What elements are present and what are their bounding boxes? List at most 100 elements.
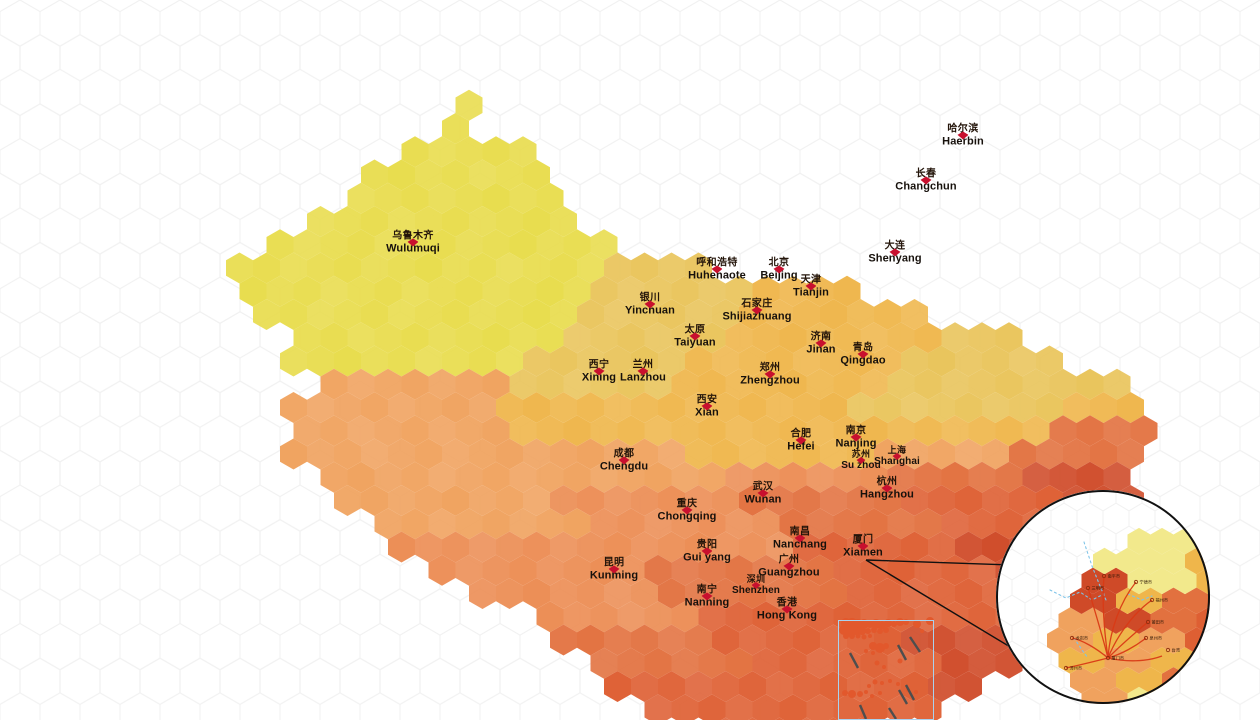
hex-tile[interactable] (752, 415, 780, 447)
hex-tile[interactable] (604, 485, 631, 516)
hex-tile[interactable] (658, 531, 685, 563)
hex-tile[interactable] (604, 345, 631, 377)
hex-tile[interactable] (955, 671, 982, 702)
inset-hex-tile[interactable] (1070, 667, 1093, 694)
hex-tile[interactable] (401, 368, 429, 400)
hex-tile[interactable] (428, 322, 456, 354)
hex-tile[interactable] (671, 554, 699, 586)
hex-tile[interactable] (280, 345, 307, 377)
hex-tile[interactable] (995, 322, 1023, 354)
hex-tile[interactable] (401, 415, 429, 447)
hex-tile[interactable] (860, 647, 888, 679)
hex-tile[interactable] (1130, 415, 1158, 447)
hex-tile[interactable] (712, 438, 739, 470)
hex-tile[interactable] (1117, 392, 1144, 423)
hex-tile[interactable] (982, 438, 1009, 470)
hex-tile[interactable] (644, 275, 672, 307)
hex-tile[interactable] (496, 159, 523, 191)
inset-city-dot[interactable] (1063, 665, 1069, 671)
hex-tile[interactable] (793, 438, 820, 470)
hex-tile[interactable] (928, 624, 955, 656)
hex-tile[interactable] (671, 368, 699, 400)
hex-tile[interactable] (617, 275, 645, 307)
hex-tile[interactable] (685, 252, 712, 284)
hex-tile[interactable] (266, 229, 294, 261)
hex-tile[interactable] (280, 299, 307, 330)
hex-tile[interactable] (361, 299, 388, 330)
hex-tile[interactable] (604, 252, 631, 284)
hex-tile[interactable] (307, 299, 334, 330)
hex-tile[interactable] (739, 299, 766, 330)
city-label-xining[interactable]: 西宁 Xining (582, 360, 616, 384)
hex-tile[interactable] (752, 508, 780, 540)
hex-tile[interactable] (1036, 438, 1063, 470)
map-pin-diamond-icon[interactable] (764, 370, 776, 379)
hex-tile[interactable] (442, 485, 469, 516)
hex-tile[interactable] (401, 182, 429, 214)
hex-tile[interactable] (698, 601, 726, 633)
hex-tile[interactable] (442, 438, 469, 470)
hex-tile[interactable] (563, 368, 591, 400)
hex-tile[interactable] (388, 252, 415, 284)
hex-tile[interactable] (320, 368, 348, 400)
hex-tile[interactable] (604, 578, 631, 609)
map-pin-diamond-icon[interactable] (608, 565, 620, 574)
hex-tile[interactable] (698, 508, 726, 540)
city-label-qingdao[interactable]: 青岛 Qingdao (840, 343, 885, 367)
hex-tile[interactable] (914, 508, 942, 540)
hex-tile[interactable] (941, 461, 969, 493)
hex-tile[interactable] (455, 415, 483, 447)
hex-tile[interactable] (860, 554, 888, 586)
hex-tile[interactable] (482, 182, 510, 214)
hex-tile[interactable] (388, 345, 415, 377)
inset-city-dot[interactable] (1143, 635, 1149, 641)
hex-tile[interactable] (766, 345, 793, 377)
hex-tile[interactable] (550, 438, 577, 470)
hex-tile[interactable] (361, 392, 388, 423)
hex-tile[interactable] (752, 368, 780, 400)
hex-tile[interactable] (887, 415, 915, 447)
city-label-nanchang[interactable]: 南昌 Nanchang (773, 527, 827, 551)
hex-tile[interactable] (1049, 461, 1077, 493)
hex-tile[interactable] (469, 578, 496, 609)
hex-tile[interactable] (590, 647, 618, 679)
hex-tile[interactable] (320, 275, 348, 307)
hex-tile[interactable] (1090, 438, 1117, 470)
hex-tile[interactable] (1036, 345, 1063, 377)
city-label-xiamen[interactable]: 厦门 Xiamen (843, 535, 883, 559)
hex-tile[interactable] (536, 415, 564, 447)
hex-tile[interactable] (685, 299, 712, 330)
hex-tile[interactable] (833, 275, 861, 307)
hex-tile[interactable] (509, 508, 537, 540)
hex-tile[interactable] (1022, 415, 1050, 447)
hex-tile[interactable] (604, 671, 631, 702)
hex-tile[interactable] (523, 392, 550, 423)
hex-tile[interactable] (577, 624, 604, 656)
map-pin-diamond-icon[interactable] (805, 282, 817, 291)
hex-tile[interactable] (968, 368, 996, 400)
hex-tile[interactable] (968, 647, 996, 679)
hex-tile[interactable] (455, 275, 483, 307)
hex-tile[interactable] (955, 345, 982, 377)
hex-tile[interactable] (725, 508, 753, 540)
hex-tile[interactable] (455, 182, 483, 214)
hex-tile[interactable] (334, 345, 361, 377)
hex-tile[interactable] (793, 299, 820, 330)
map-pin-diamond-icon[interactable] (850, 433, 862, 442)
hex-tile[interactable] (658, 252, 685, 284)
inset-city-dot[interactable] (1149, 597, 1155, 603)
hex-tile[interactable] (320, 461, 348, 493)
hex-tile[interactable] (347, 182, 375, 214)
inset-hex-tile[interactable] (1104, 567, 1128, 595)
hex-tile[interactable] (536, 275, 564, 307)
hex-tile[interactable] (482, 368, 510, 400)
hex-tile[interactable] (712, 392, 739, 423)
hex-tile[interactable] (644, 368, 672, 400)
hex-tile[interactable] (793, 392, 820, 423)
hex-tile[interactable] (698, 554, 726, 586)
hex-tile[interactable] (658, 624, 685, 656)
hex-tile[interactable] (860, 508, 888, 540)
map-pin-diamond-icon[interactable] (773, 265, 785, 274)
hex-tile[interactable] (550, 206, 577, 237)
